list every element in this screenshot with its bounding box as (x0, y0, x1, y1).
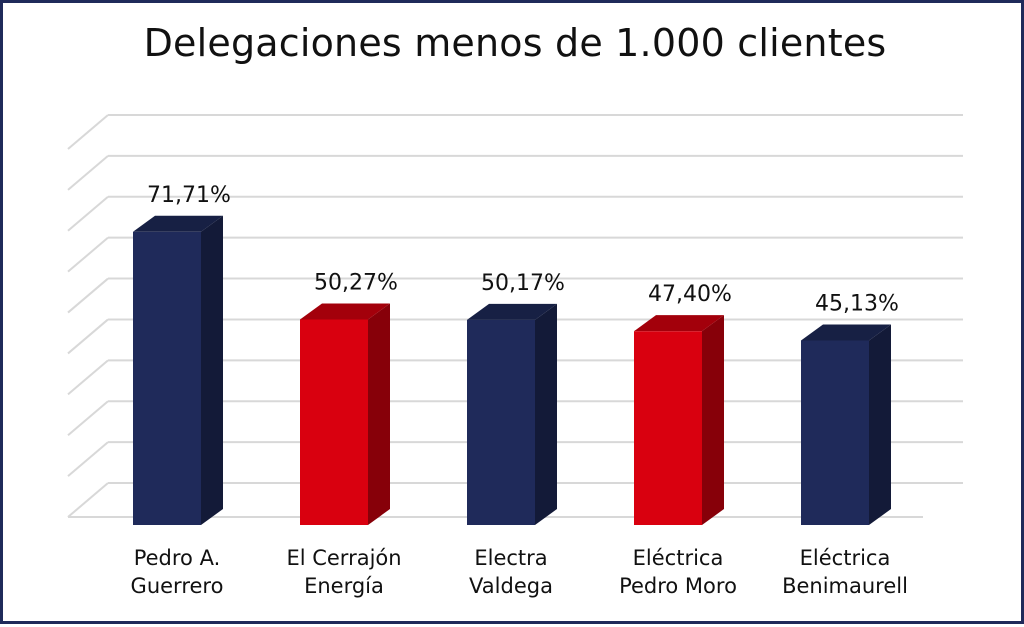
gridline-side (67, 114, 109, 150)
bar-front (634, 331, 702, 525)
data-label: 50,27% (314, 270, 398, 295)
gridline-side (67, 318, 109, 355)
bar-4 (634, 315, 724, 525)
bar-front (801, 340, 869, 525)
gridline-side (67, 482, 109, 518)
tick-label: Electra (474, 546, 547, 570)
bar-chart: 71,71% Pedro A. Guerrero 50,27% El Cerrajón E… (67, 114, 963, 598)
data-label: 50,17% (481, 271, 565, 296)
bar-top (300, 303, 390, 320)
tick-label: Eléctrica (800, 546, 891, 570)
bar-side (535, 303, 557, 525)
chart-title: Delegaciones menos de 1.000 clientes (143, 21, 887, 65)
data-label: 45,13% (815, 291, 899, 316)
tick-label: Energía (304, 574, 384, 598)
bar-2 (300, 303, 390, 525)
gridline-side (67, 441, 109, 477)
bar-3 (467, 303, 557, 525)
bar-5 (801, 324, 891, 525)
data-label: 71,71% (147, 183, 231, 208)
gridline-side (67, 236, 109, 273)
tick-label: Valdega (469, 574, 553, 598)
data-label: 47,40% (648, 282, 732, 307)
gridline-side (67, 277, 109, 314)
gridline-side (67, 359, 109, 396)
gridline-side (67, 400, 109, 436)
bar-side (702, 315, 724, 525)
tick-label: Eléctrica (633, 546, 724, 570)
tick-label: Benimaurell (782, 574, 908, 598)
bar-front (133, 231, 201, 526)
bar-front (300, 319, 368, 525)
tick-label: Pedro A. (134, 546, 221, 570)
bar-side (201, 215, 223, 526)
gridline-side (67, 196, 109, 232)
gridline-side (67, 155, 109, 191)
bar-top (133, 215, 223, 232)
bar-side (368, 303, 390, 525)
bar-side (869, 324, 891, 525)
bar-1 (133, 215, 223, 526)
bar-top (634, 315, 724, 332)
bar-front (467, 319, 535, 525)
tick-label: Guerrero (131, 574, 224, 598)
bar-top (467, 303, 557, 320)
tick-label: Pedro Moro (619, 574, 737, 598)
bar-top (801, 324, 891, 341)
tick-label: El Cerrajón (286, 546, 401, 570)
